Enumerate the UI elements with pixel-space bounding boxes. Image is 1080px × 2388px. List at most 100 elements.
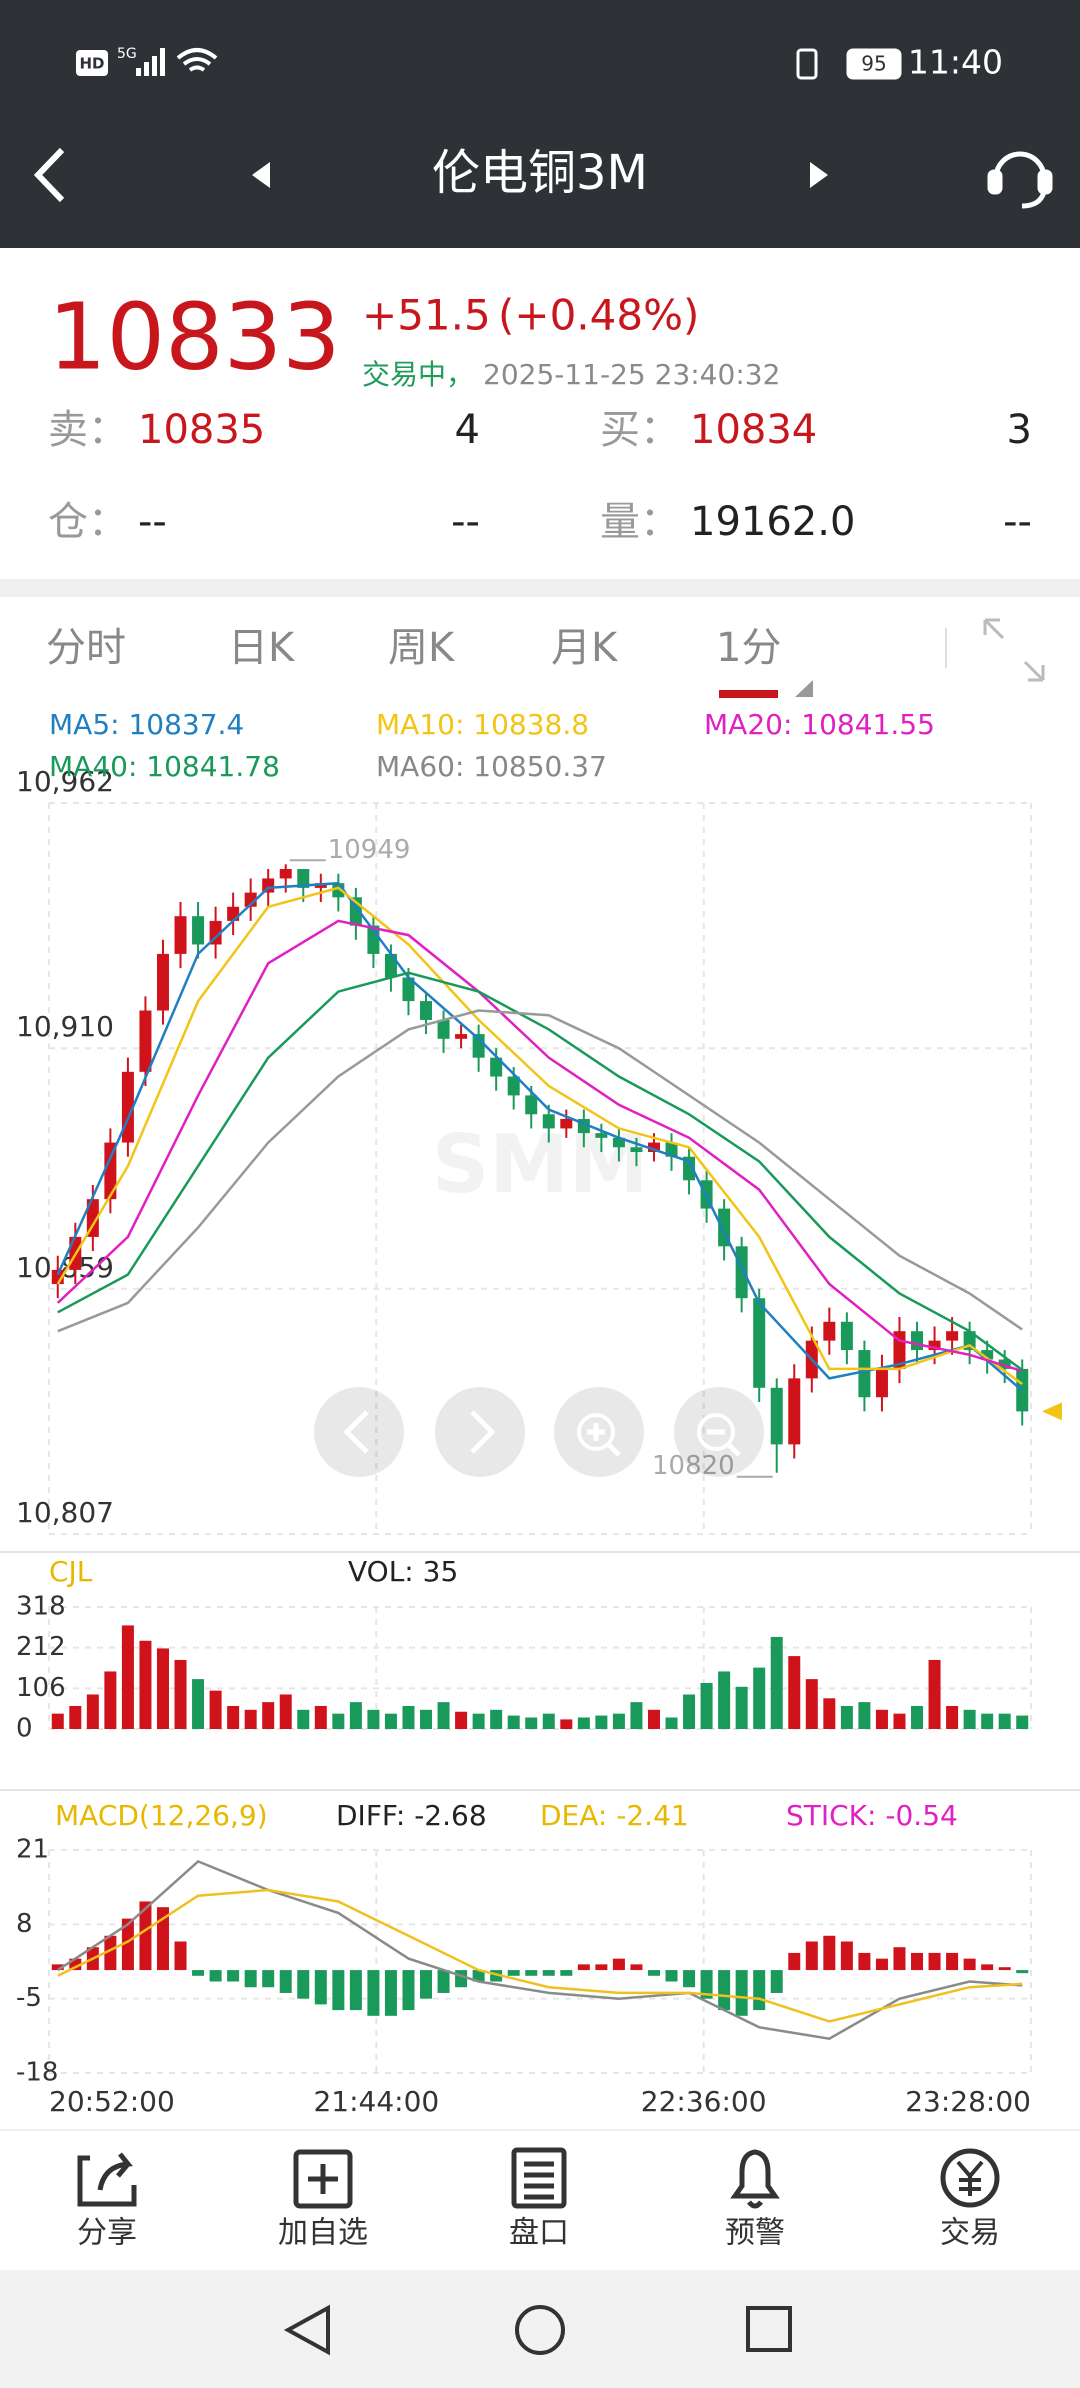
nav-recent[interactable] [746, 2306, 792, 2352]
quote-value: -- [138, 499, 167, 545]
indicator-line [57, 1009, 1023, 1333]
macd-legend: STICK: -0.54 [786, 1799, 958, 1832]
tab-dropdown[interactable] [795, 680, 813, 697]
share-icon[interactable] [77, 2152, 137, 2207]
toolbar-label[interactable]: 预警 [725, 2216, 785, 2251]
volume-bar [858, 1702, 871, 1729]
volume-bar [788, 1656, 801, 1729]
macd-bar [121, 1918, 134, 1971]
candle-body [139, 1010, 152, 1072]
orderbook-icon[interactable] [511, 2147, 567, 2209]
macd-bar [69, 1958, 82, 1971]
candle-body [437, 1019, 450, 1039]
macd-bar [51, 1964, 64, 1971]
hd-badge [76, 50, 108, 76]
indicator-line [56, 919, 1023, 1373]
watermark: SMM [432, 1118, 649, 1211]
volume-bar [525, 1717, 538, 1729]
period-tab[interactable]: 周K [388, 625, 456, 671]
macd-bar [507, 1970, 520, 1976]
add-watchlist-icon[interactable] [293, 2149, 353, 2209]
toolbar-label[interactable]: 盘口 [509, 2216, 569, 2251]
volume-bar [86, 1694, 99, 1729]
macd-bar [840, 1941, 853, 1971]
toolbar-label[interactable]: 分享 [77, 2216, 137, 2251]
period-tab[interactable]: 日K [228, 625, 296, 671]
chart-control-glyph[interactable] [577, 1413, 615, 1451]
volume-bar [718, 1671, 731, 1729]
volume-bar [139, 1640, 152, 1729]
toolbar-label[interactable]: 交易 [940, 2216, 1000, 2251]
macd-bar [490, 1970, 503, 1982]
period-tab[interactable]: 1分 [716, 625, 781, 671]
indicator-line [57, 971, 1023, 1372]
volume-bar [542, 1713, 555, 1729]
chart-control-button[interactable] [435, 1387, 525, 1477]
next-button[interactable] [810, 162, 828, 188]
macd-bar [472, 1970, 485, 1982]
volume-value: VOL: 35 [348, 1555, 458, 1588]
volume-bar [893, 1713, 906, 1729]
chart-control-button[interactable] [314, 1387, 404, 1477]
macd-bar [402, 1970, 415, 2011]
macd-bar [770, 1970, 783, 1993]
high-annotation: 10949 [328, 835, 411, 865]
chart-control-glyph[interactable] [697, 1413, 735, 1451]
volume-title: CJL [49, 1555, 93, 1588]
volume-bar [332, 1713, 345, 1729]
macd-bar [560, 1970, 573, 1976]
nav-back[interactable] [283, 2304, 330, 2356]
chart-control-glyph[interactable] [707, 1429, 741, 1457]
volume-bar [911, 1705, 924, 1729]
quote-value: 10834 [690, 407, 817, 453]
macd-bar [893, 1947, 906, 1971]
macd-bar [630, 1964, 643, 1971]
macd-bar [174, 1941, 187, 1971]
candle-body [104, 1142, 117, 1200]
macd-bar [700, 1970, 713, 1999]
volume-bar [121, 1625, 134, 1729]
chart-control-glyph[interactable] [470, 1410, 496, 1454]
candle-body [753, 1298, 766, 1388]
volume-bar [665, 1717, 678, 1729]
volume-bar [402, 1705, 415, 1729]
chart-control-glyph[interactable] [587, 1423, 621, 1457]
volume-bar [227, 1705, 240, 1729]
macd-bar [420, 1970, 433, 1999]
macd-bar [683, 1970, 696, 1988]
volume-bar [875, 1709, 888, 1729]
volume-bar [700, 1682, 713, 1729]
battery-text: 95 [861, 52, 886, 76]
volume-bar [174, 1659, 187, 1729]
service-button[interactable] [987, 151, 1053, 209]
macd-bar [647, 1970, 660, 1976]
trade-icon[interactable] [940, 2148, 1000, 2208]
macd-bar [192, 1970, 205, 1976]
volume-bar [998, 1713, 1011, 1729]
price-change-pct: (+0.48%) [498, 291, 699, 340]
macd-title: MACD(12,26,9) [55, 1799, 268, 1832]
quote-label: 量： [600, 499, 680, 545]
toolbar-label[interactable]: 加自选 [278, 2216, 368, 2251]
fullscreen-button[interactable] [983, 618, 1045, 682]
trade-yen[interactable] [956, 2160, 984, 2196]
y-tick-label: -5 [16, 1983, 42, 2013]
volume-bar [507, 1715, 520, 1729]
period-tab[interactable]: 分时 [46, 625, 126, 671]
macd-bar [946, 1952, 959, 1971]
candle-body [612, 1137, 625, 1148]
macd-bar [244, 1970, 257, 1988]
volume-bar [156, 1648, 169, 1729]
orderbook-lines[interactable] [524, 2161, 554, 2200]
nav-home[interactable] [515, 2305, 565, 2355]
macd-bar [542, 1970, 555, 1976]
back-button[interactable] [33, 147, 65, 203]
chart-control-glyph[interactable] [343, 1410, 369, 1454]
price-change: +51.5 [362, 291, 491, 340]
prev-button[interactable] [252, 162, 270, 188]
volume-bar [612, 1713, 625, 1729]
add-watchlist-plus[interactable] [308, 2164, 338, 2194]
alert-icon[interactable] [730, 2149, 780, 2209]
period-tab[interactable]: 月K [551, 625, 619, 671]
top-bar [0, 0, 1080, 248]
